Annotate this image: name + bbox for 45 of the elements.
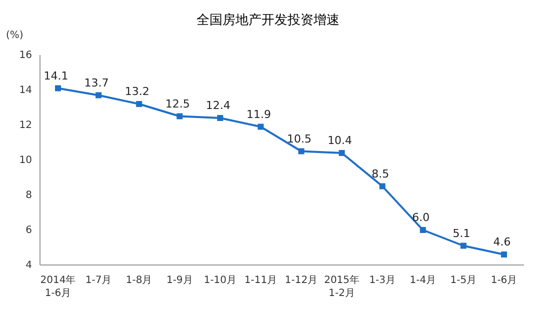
text: 14.1 bbox=[44, 69, 68, 82]
y-tick-label: 8 bbox=[26, 190, 32, 202]
x-tick-label: 1-6月 bbox=[490, 275, 518, 286]
point bbox=[136, 101, 142, 107]
x-tick-label: 1-5月 bbox=[450, 275, 477, 286]
point bbox=[96, 92, 102, 98]
x-tick-label: 2015年 1-2月 bbox=[324, 274, 360, 299]
text: 12.5 bbox=[165, 97, 190, 110]
text: 10.4 bbox=[328, 134, 352, 147]
x-tick-label: 1-9月 bbox=[166, 275, 193, 286]
y-tick-label: 14 bbox=[19, 85, 32, 96]
text: 6.0 bbox=[412, 211, 430, 224]
y-tick-label: 12 bbox=[19, 120, 32, 132]
point bbox=[501, 252, 507, 258]
point bbox=[298, 148, 304, 154]
y-axis-title: (%) bbox=[6, 30, 24, 41]
text: 13.2 bbox=[124, 85, 150, 98]
text: 5.1 bbox=[452, 226, 470, 240]
text: 4.6 bbox=[493, 236, 511, 248]
x-tick-label: 1-4月 bbox=[410, 275, 436, 286]
y-tick-label: 10 bbox=[19, 155, 32, 166]
point bbox=[176, 113, 183, 120]
y-tick-label: 6 bbox=[26, 225, 32, 236]
x-tick-label: 1-12月 bbox=[284, 275, 318, 286]
x-tick-label: 1-7月 bbox=[85, 275, 112, 286]
x-tick-label: 1-10月 bbox=[204, 275, 237, 286]
y-tick-label: 16 bbox=[19, 50, 32, 62]
text: 13.7 bbox=[84, 76, 109, 90]
point bbox=[420, 227, 426, 233]
x-tick-label: 2014年 1-6月 bbox=[40, 274, 76, 299]
x-tick-label: 1-11月 bbox=[244, 275, 278, 286]
text: 10.5 bbox=[287, 132, 312, 146]
point bbox=[338, 150, 345, 156]
point bbox=[379, 183, 386, 190]
point bbox=[217, 115, 224, 121]
chart-title: 全国房地产开发投资增速 bbox=[196, 12, 340, 28]
x-tick-label: 1-8月 bbox=[126, 275, 152, 286]
x-tick-label: 1-3月 bbox=[369, 275, 396, 286]
text: 12.4 bbox=[206, 99, 230, 112]
point bbox=[460, 242, 466, 249]
text: 11.9 bbox=[246, 108, 271, 121]
text: 8.5 bbox=[372, 167, 390, 180]
point bbox=[55, 85, 61, 92]
y-tick-label: 4 bbox=[26, 260, 32, 272]
point bbox=[258, 124, 264, 130]
